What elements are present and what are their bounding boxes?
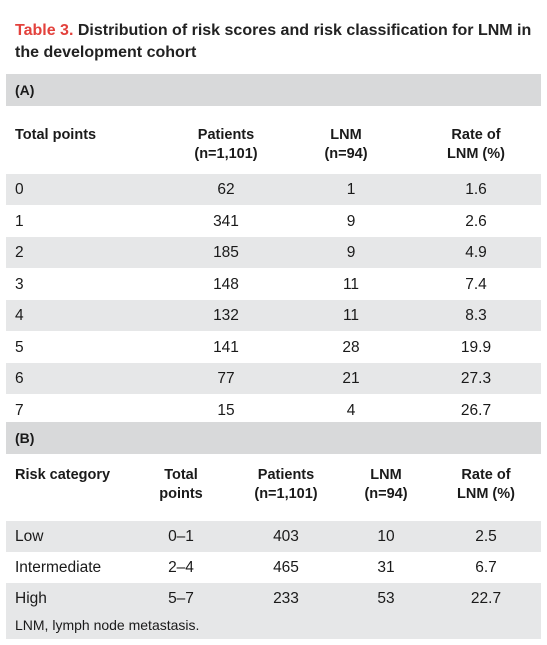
cell-lnm: 53 [346, 583, 426, 614]
cell-rate: 4.9 [426, 237, 526, 268]
cell-lnm: 11 [306, 300, 396, 331]
cell-rate: 8.3 [426, 300, 526, 331]
table-caption: Distribution of risk scores and risk cla… [15, 22, 531, 61]
cell-rate: 26.7 [426, 395, 526, 426]
cell-rate: 19.9 [426, 332, 526, 363]
cell-lnm: 10 [346, 521, 426, 552]
cell-rate: 1.6 [426, 174, 526, 205]
cell-points: 0–1 [141, 521, 221, 552]
table-title: Table 3. Distribution of risk scores and… [15, 20, 535, 64]
cell-patients: 465 [226, 552, 346, 583]
table-number: Table 3. [15, 22, 73, 39]
table-row: 1 341 9 2.6 [6, 206, 541, 237]
table-figure: Table 3. Distribution of risk scores and… [6, 6, 541, 639]
cell-points: 1 [15, 206, 75, 237]
cell-patients: 341 [176, 206, 276, 237]
table-row: 5 141 28 19.9 [6, 332, 541, 363]
header-lnm: LNM (n=94) [301, 126, 391, 164]
cell-category: Intermediate [15, 552, 145, 583]
cell-category: High [15, 583, 145, 614]
header-risk-category: Risk category [15, 466, 110, 485]
cell-points: 4 [15, 300, 75, 331]
table-row: High 5–7 233 53 22.7 [6, 583, 541, 614]
header-rate: Rate of LNM (%) [426, 126, 526, 164]
table-row: 6 77 21 27.3 [6, 363, 541, 394]
header-rate-b: Rate of LNM (%) [436, 466, 536, 504]
cell-points: 0 [15, 174, 75, 205]
cell-points: 2 [15, 237, 75, 268]
header-lnm-b: LNM (n=94) [346, 466, 426, 504]
cell-rate: 6.7 [436, 552, 536, 583]
cell-points: 7 [15, 395, 75, 426]
cell-patients: 233 [226, 583, 346, 614]
cell-lnm: 9 [306, 237, 396, 268]
cell-patients: 62 [176, 174, 276, 205]
section-b-header: Risk category Total points Patients (n=1… [6, 454, 541, 518]
cell-patients: 403 [226, 521, 346, 552]
header-patients-b: Patients (n=1,101) [226, 466, 346, 504]
table-row: Intermediate 2–4 465 31 6.7 [6, 552, 541, 583]
cell-rate: 27.3 [426, 363, 526, 394]
header-total-points: Total points [15, 126, 96, 145]
header-total-points-b: Total points [141, 466, 221, 504]
cell-lnm: 11 [306, 269, 396, 300]
cell-patients: 141 [176, 332, 276, 363]
section-a-header: Total points Patients (n=1,101) LNM (n=9… [6, 106, 541, 164]
cell-lnm: 4 [306, 395, 396, 426]
header-patients: Patients (n=1,101) [166, 126, 286, 164]
section-a-label: (A) [6, 74, 541, 106]
table-row: 7 15 4 26.7 [6, 395, 541, 426]
table-row: 0 62 1 1.6 [6, 174, 541, 205]
cell-points: 5 [15, 332, 75, 363]
cell-lnm: 1 [306, 174, 396, 205]
cell-lnm: 31 [346, 552, 426, 583]
table-row: 4 132 11 8.3 [6, 300, 541, 331]
cell-category: Low [15, 521, 145, 552]
cell-patients: 132 [176, 300, 276, 331]
table-footnote: LNM, lymph node metastasis. [6, 611, 541, 639]
cell-rate: 2.5 [436, 521, 536, 552]
cell-rate: 2.6 [426, 206, 526, 237]
cell-rate: 7.4 [426, 269, 526, 300]
section-b-label: (B) [6, 422, 541, 454]
cell-points: 2–4 [141, 552, 221, 583]
cell-points: 3 [15, 269, 75, 300]
cell-rate: 22.7 [436, 583, 536, 614]
cell-lnm: 21 [306, 363, 396, 394]
cell-patients: 185 [176, 237, 276, 268]
cell-patients: 15 [176, 395, 276, 426]
cell-patients: 148 [176, 269, 276, 300]
table-row: Low 0–1 403 10 2.5 [6, 521, 541, 552]
cell-lnm: 9 [306, 206, 396, 237]
table-row: 2 185 9 4.9 [6, 237, 541, 268]
table-row: 3 148 11 7.4 [6, 269, 541, 300]
cell-points: 5–7 [141, 583, 221, 614]
cell-lnm: 28 [306, 332, 396, 363]
cell-points: 6 [15, 363, 75, 394]
cell-patients: 77 [176, 363, 276, 394]
